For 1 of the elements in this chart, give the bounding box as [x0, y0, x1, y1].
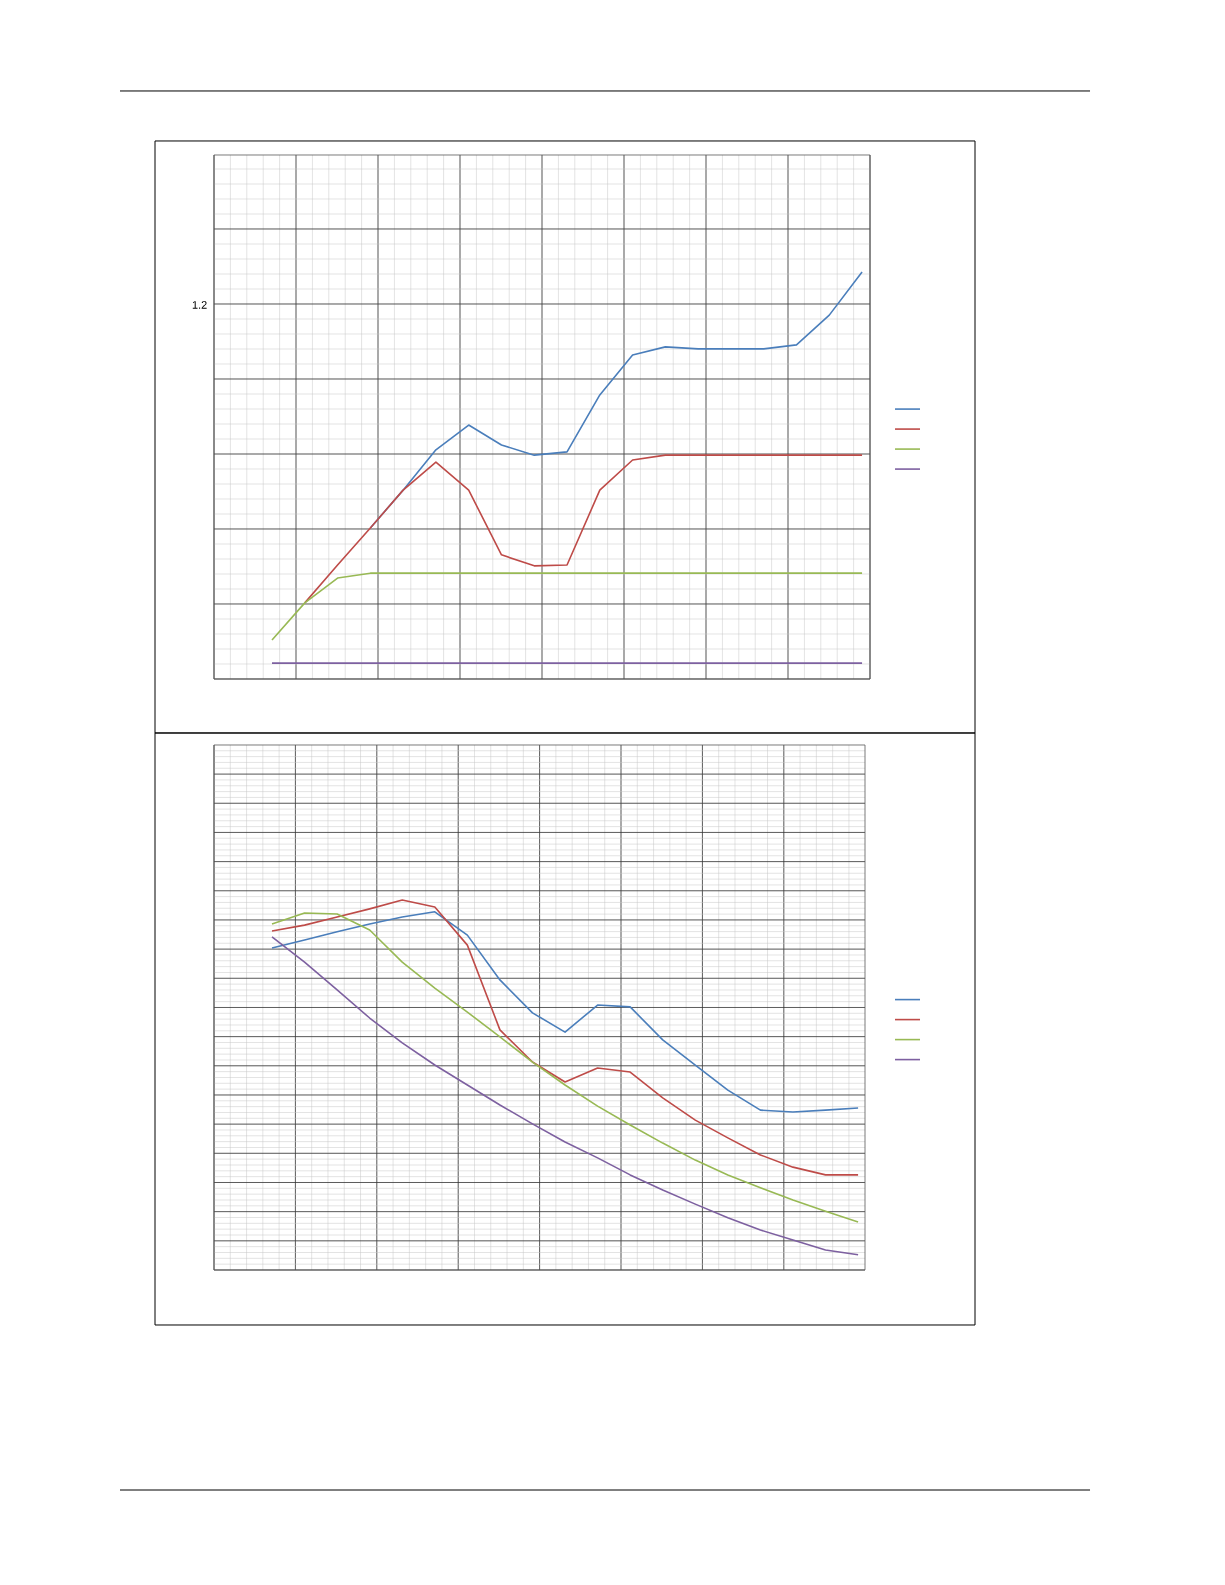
text: 1.2 — [192, 301, 207, 309]
